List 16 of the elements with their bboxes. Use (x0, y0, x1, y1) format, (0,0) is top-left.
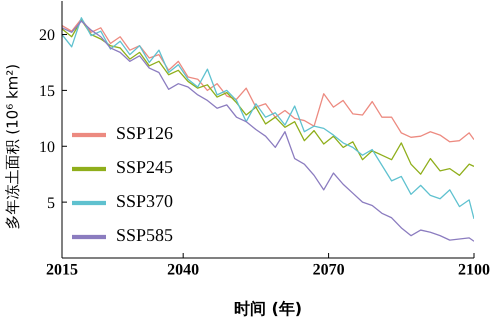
x-axis-title: 时间 (年) (234, 299, 302, 318)
x-tick-label: 2040 (167, 261, 200, 278)
x-tick-label: 2070 (312, 261, 345, 278)
y-axis-title: 多年冻土面积 (10⁶ km²) (3, 64, 22, 230)
y-tick-label: 5 (47, 194, 55, 212)
line-series (62, 19, 474, 176)
legend-label: SSP585 (116, 225, 174, 246)
legend-label: SSP370 (116, 191, 174, 212)
x-tick-label: 2015 (46, 261, 78, 278)
y-tick-label: 15 (39, 83, 55, 100)
legend-label: SSP126 (116, 123, 174, 144)
x-tick-label: 2100 (458, 261, 490, 278)
line-series (62, 18, 474, 142)
legend-label: SSP245 (116, 157, 174, 178)
y-tick-label: 20 (39, 27, 55, 44)
y-tick-label: 10 (39, 138, 55, 156)
